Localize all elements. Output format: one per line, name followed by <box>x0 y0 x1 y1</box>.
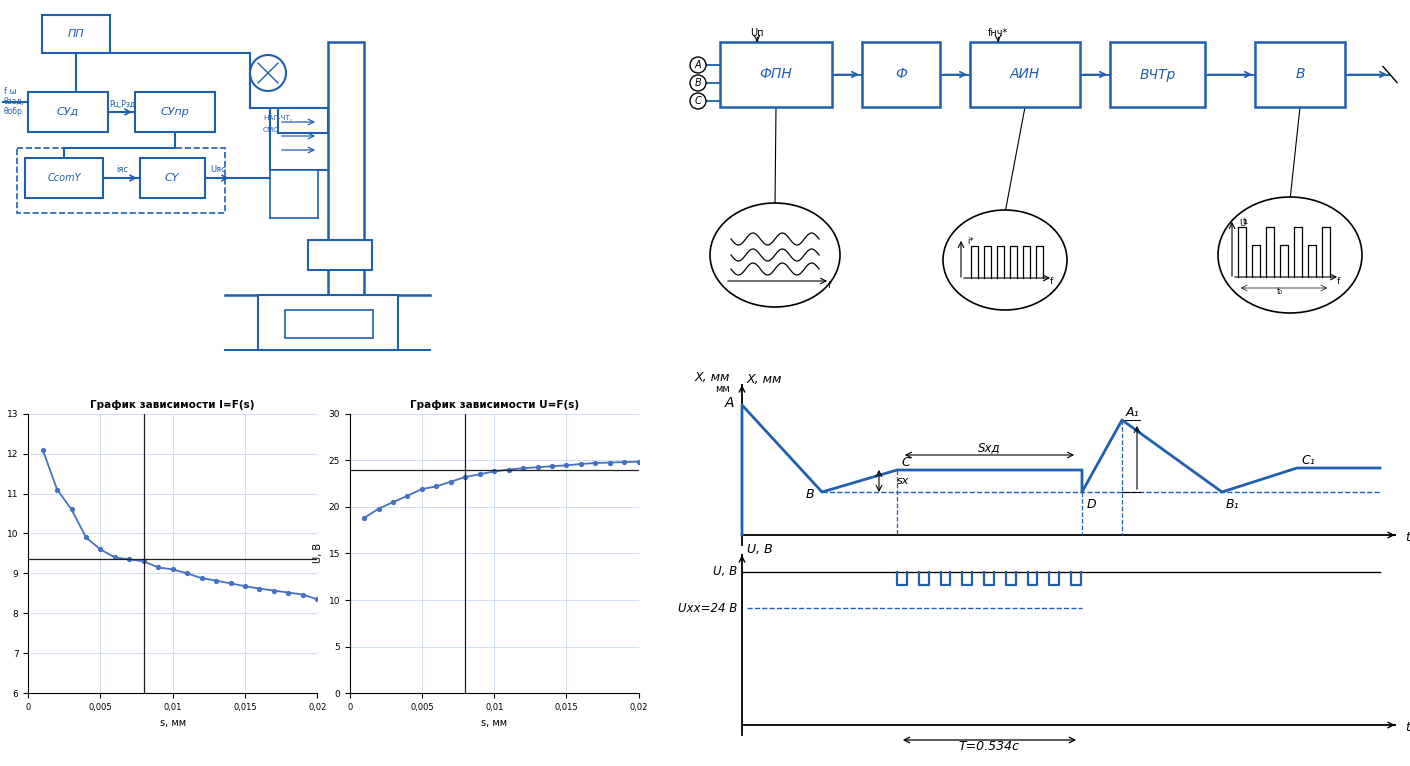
Bar <box>1255 42 1345 107</box>
Text: Sхд: Sхд <box>977 441 1000 454</box>
Text: C: C <box>901 456 909 469</box>
Text: СY: СY <box>165 173 179 183</box>
Text: ПП: ПП <box>68 29 85 39</box>
Y-axis label: U, В: U, В <box>313 543 323 564</box>
Text: A: A <box>725 396 735 410</box>
Text: Рц,Рзд: Рц,Рзд <box>109 100 135 109</box>
Text: Uхх=24 B: Uхх=24 B <box>678 601 737 614</box>
Text: X, мм: X, мм <box>695 371 730 384</box>
Bar <box>862 42 940 107</box>
Bar <box>269 170 319 218</box>
Text: мм: мм <box>715 384 730 394</box>
Text: НАГ-ЧТ,: НАГ-ЧТ, <box>264 115 292 121</box>
X-axis label: s, мм: s, мм <box>159 718 186 728</box>
Text: В: В <box>1296 67 1304 81</box>
Text: Ф: Ф <box>895 67 907 81</box>
X-axis label: s, мм: s, мм <box>481 718 508 728</box>
Text: f: f <box>1050 277 1053 286</box>
Text: ФПН: ФПН <box>760 67 792 81</box>
Circle shape <box>689 93 706 109</box>
Text: Uяс: Uяс <box>210 165 226 175</box>
Bar <box>135 92 214 132</box>
Text: C₁: C₁ <box>1301 453 1314 466</box>
Text: D: D <box>1087 497 1097 510</box>
Text: f: f <box>1337 277 1341 286</box>
Circle shape <box>689 57 706 73</box>
Text: B: B <box>695 78 701 88</box>
Text: X, мм: X, мм <box>747 372 783 385</box>
Bar <box>329 42 364 342</box>
Bar <box>269 108 358 170</box>
Bar <box>307 240 372 270</box>
Bar <box>42 15 110 53</box>
Bar <box>285 310 374 338</box>
Text: f ω: f ω <box>4 87 17 97</box>
Text: C: C <box>695 96 701 106</box>
Text: t,c: t,c <box>1404 531 1410 544</box>
Ellipse shape <box>943 210 1067 310</box>
Text: A: A <box>695 60 701 70</box>
Text: θзад,: θзад, <box>4 97 25 106</box>
Bar <box>17 148 226 213</box>
Text: sх: sх <box>897 476 909 486</box>
Text: СУпр: СУпр <box>161 107 189 117</box>
Text: U: U <box>1239 218 1245 228</box>
Circle shape <box>689 75 706 91</box>
Text: B₁: B₁ <box>1227 497 1239 510</box>
Text: f: f <box>828 280 832 290</box>
Text: B: B <box>805 487 814 500</box>
Text: СУд: СУд <box>56 107 79 117</box>
Text: fнч*: fнч* <box>988 28 1008 38</box>
Text: t₀: t₀ <box>1277 286 1283 296</box>
Bar <box>970 42 1080 107</box>
Text: T=0.534c: T=0.534c <box>959 741 1019 754</box>
Title: График зависимости U=F(s): График зависимости U=F(s) <box>410 400 578 410</box>
Bar <box>258 295 398 350</box>
Text: U, B: U, B <box>747 544 773 557</box>
Text: i*: i* <box>967 237 974 247</box>
Bar <box>28 92 109 132</box>
Bar <box>140 158 204 198</box>
Bar <box>1110 42 1206 107</box>
Text: U, В: U, В <box>713 565 737 578</box>
Ellipse shape <box>711 203 840 307</box>
Ellipse shape <box>1218 197 1362 313</box>
Bar <box>278 108 329 133</box>
Title: График зависимости I=F(s): График зависимости I=F(s) <box>90 400 255 410</box>
Text: θобр: θобр <box>4 106 23 116</box>
Bar <box>721 42 832 107</box>
Text: СМО: СМО <box>264 127 279 133</box>
Text: Uп: Uп <box>750 28 764 38</box>
Text: A₁: A₁ <box>1127 405 1139 418</box>
Text: ВЧТр: ВЧТр <box>1139 67 1176 81</box>
Text: iяс: iяс <box>116 165 128 175</box>
Text: АИН: АИН <box>1010 67 1041 81</box>
Text: t,c: t,c <box>1404 721 1410 734</box>
Text: t₁: t₁ <box>1244 217 1249 225</box>
Bar <box>25 158 103 198</box>
Y-axis label: I, кА: I, кА <box>0 542 1 565</box>
Text: CcomY: CcomY <box>47 173 80 183</box>
